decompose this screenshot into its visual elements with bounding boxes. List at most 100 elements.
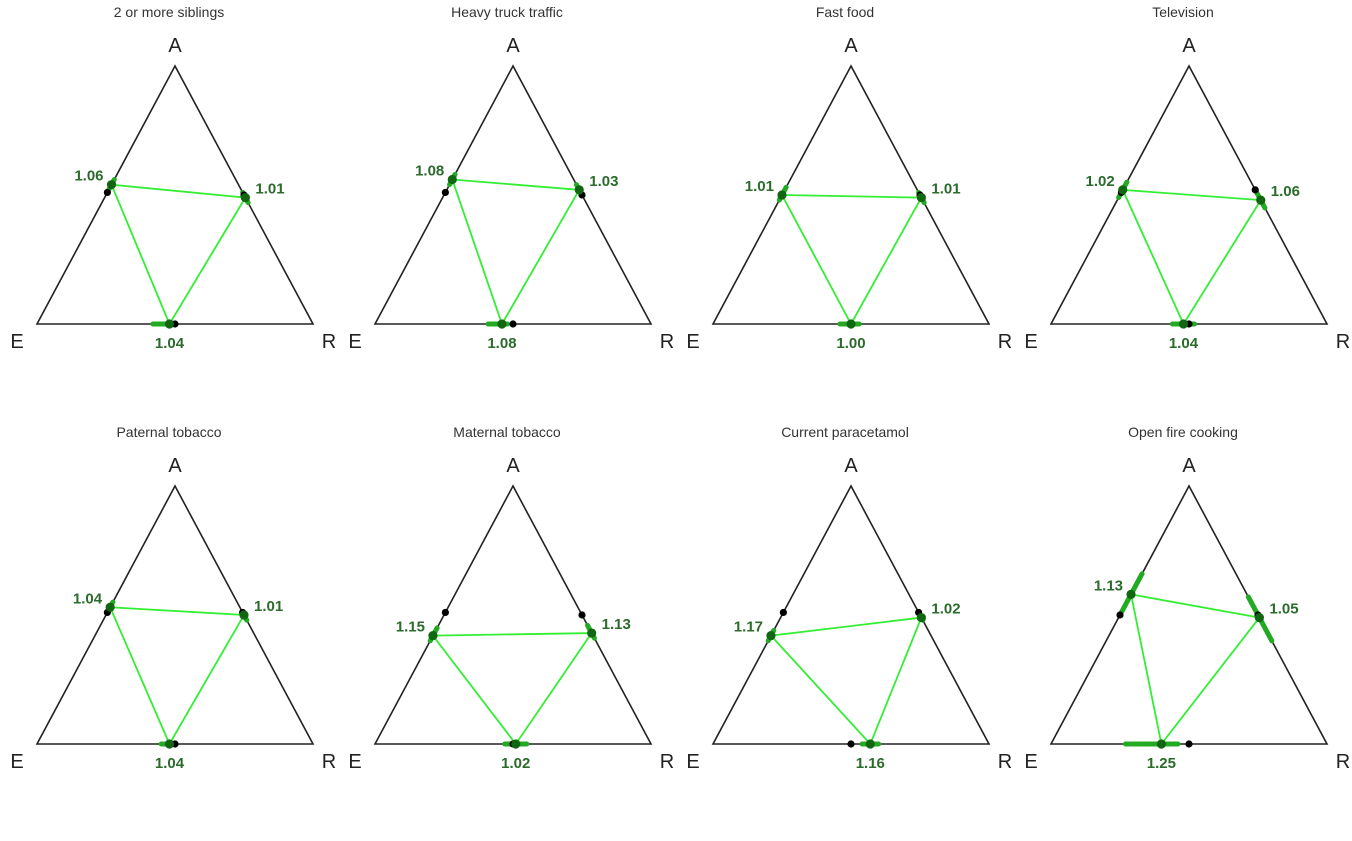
ternary-plot: A E R 1.13 1.05 1.25 [1024, 455, 1350, 773]
reference-point [1116, 611, 1124, 619]
vertex-label-top: A [1182, 35, 1196, 57]
value-label-bottom: 1.00 [836, 335, 865, 352]
value-label-bottom: 1.04 [1169, 335, 1199, 352]
value-label-left: 1.02 [1086, 173, 1115, 190]
ternary-panel: Television A E R 1.02 1.06 1.04 [1014, 0, 1352, 420]
vertex-label-right: R [998, 331, 1012, 353]
estimate-point [916, 192, 926, 203]
panel-title: Maternal tobacco [453, 424, 561, 440]
triangle-outline [373, 64, 653, 325]
estimate-point [106, 180, 117, 190]
ternary-panel: 2 or more siblings A E R 1.06 1.01 1.04 [0, 0, 338, 420]
value-label-left: 1.01 [745, 178, 774, 195]
value-label-right: 1.05 [1269, 601, 1298, 618]
vertex-label-top: A [506, 455, 520, 477]
reference-point [578, 611, 586, 619]
vertex-label-right: R [1336, 331, 1350, 353]
panel-title: Heavy truck traffic [451, 4, 563, 20]
panel-title: 2 or more siblings [113, 4, 225, 20]
value-label-bottom: 1.08 [487, 335, 516, 352]
ternary-panel: Heavy truck traffic A E R 1.08 1.03 1.08 [338, 0, 676, 420]
ternary-plot: A E R 1.04 1.01 1.04 [10, 455, 336, 773]
value-label-left: 1.06 [74, 168, 103, 185]
estimate-triangle [780, 194, 923, 326]
estimate-point [240, 192, 250, 203]
vertex-label-left: E [348, 751, 361, 773]
estimate-point [1156, 739, 1166, 749]
value-label-left: 1.08 [415, 163, 444, 180]
estimate-point [1178, 319, 1189, 329]
ternary-panel: Fast food A E R 1.01 1.01 1.00 [676, 0, 1014, 420]
estimate-point [865, 739, 875, 749]
triangle-outline [373, 484, 653, 745]
value-label-left: 1.13 [1094, 577, 1123, 594]
estimate-triangle [431, 632, 594, 746]
vertex-label-top: A [168, 35, 182, 57]
vertex-label-left: E [1024, 751, 1037, 773]
vertex-label-top: A [844, 455, 858, 477]
value-label-right: 1.03 [589, 173, 618, 190]
vertex-label-right: R [660, 751, 674, 773]
ternary-panel: Current paracetamol A E R 1.17 1.02 1.16 [676, 420, 1014, 840]
estimate-point [164, 319, 175, 329]
panel-title: Television [1152, 4, 1214, 20]
reference-point [441, 188, 449, 197]
value-label-bottom: 1.16 [856, 755, 885, 772]
reference-point [441, 608, 449, 617]
estimate-triangle [110, 183, 247, 326]
value-label-left: 1.17 [734, 619, 763, 636]
estimate-point [587, 628, 597, 638]
estimate-point [497, 319, 507, 329]
estimate-point [846, 319, 856, 329]
triangle-outline [35, 484, 315, 745]
estimate-point [777, 190, 787, 200]
value-label-bottom: 1.25 [1147, 755, 1176, 772]
estimate-point [447, 174, 457, 185]
vertex-label-right: R [1336, 751, 1350, 773]
estimate-point [766, 631, 776, 641]
reference-point [103, 188, 111, 197]
ternary-panel: Open fire cooking A E R 1.13 1.05 1.25 [1014, 420, 1352, 840]
panel-title: Current paracetamol [781, 424, 909, 440]
panel-title: Paternal tobacco [116, 424, 222, 440]
reference-point [1251, 186, 1259, 194]
vertex-label-left: E [10, 331, 23, 353]
value-label-left: 1.15 [396, 619, 425, 636]
panel-title: Open fire cooking [1128, 424, 1238, 440]
estimate-point [1126, 589, 1136, 599]
ternary-plot: A E R 1.17 1.02 1.16 [686, 455, 1012, 773]
value-label-bottom: 1.04 [155, 755, 185, 772]
value-label-bottom: 1.04 [155, 335, 185, 352]
reference-point [847, 740, 855, 748]
value-label-right: 1.02 [931, 601, 960, 618]
ternary-plot: A E R 1.01 1.01 1.00 [686, 35, 1012, 353]
vertex-label-left: E [1024, 331, 1037, 353]
vertex-label-right: R [322, 751, 336, 773]
value-label-left: 1.04 [73, 590, 103, 607]
vertex-label-right: R [998, 751, 1012, 773]
estimate-triangle [108, 606, 246, 746]
vertex-label-left: E [686, 751, 699, 773]
vertex-label-left: E [348, 331, 361, 353]
value-label-right: 1.06 [1271, 183, 1300, 200]
estimate-triangle [1121, 188, 1263, 326]
estimate-point [239, 610, 249, 620]
ternary-plot: A E R 1.08 1.03 1.08 [348, 35, 674, 353]
vertex-label-top: A [844, 35, 858, 57]
estimate-triangle [450, 178, 581, 327]
ternary-plot: A E R 1.06 1.01 1.04 [10, 35, 336, 353]
vertex-label-left: E [10, 751, 23, 773]
estimate-point [164, 739, 175, 749]
estimate-triangle [769, 616, 923, 746]
value-label-right: 1.01 [254, 598, 283, 615]
value-label-right: 1.01 [255, 181, 284, 198]
reference-point [1185, 740, 1193, 748]
vertex-label-right: R [660, 331, 674, 353]
estimate-point [916, 612, 926, 623]
estimate-triangle [1129, 593, 1262, 747]
value-label-bottom: 1.02 [501, 755, 530, 772]
estimate-point [1118, 185, 1128, 195]
estimate-point [574, 185, 584, 195]
ternary-plot: A E R 1.02 1.06 1.04 [1024, 35, 1350, 353]
